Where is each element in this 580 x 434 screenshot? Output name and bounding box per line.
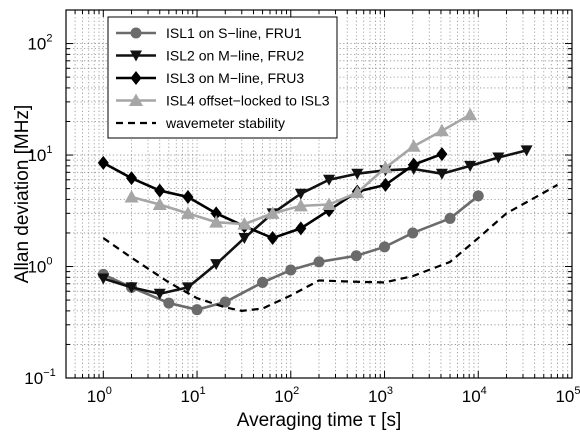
data-point (124, 190, 139, 203)
series-line (102, 183, 559, 312)
data-point (492, 152, 505, 164)
data-point (378, 160, 393, 174)
x-tick-label: 101 (181, 385, 206, 406)
x-axis-label: Averaging time τ [s] (237, 410, 402, 431)
data-point (350, 250, 362, 262)
data-point (313, 256, 325, 268)
x-tick-label: 100 (87, 385, 112, 406)
series-5 (102, 183, 559, 312)
legend-label: ISL4 offset−locked to ISL3 (166, 93, 330, 109)
data-point (180, 206, 195, 219)
data-point (351, 168, 364, 180)
data-point (322, 197, 337, 211)
data-point (444, 212, 456, 224)
legend-label: wavemeter stability (165, 115, 285, 131)
data-point (285, 264, 297, 276)
y-tick-label: 102 (27, 33, 52, 54)
data-point (323, 174, 336, 186)
ticks (65, 9, 573, 379)
legend-entry: ISL2 on M−line, FRU2 (116, 48, 304, 64)
data-point (191, 304, 203, 316)
data-point (209, 215, 224, 228)
y-tick-label: 100 (27, 256, 52, 277)
legend-marker (130, 50, 142, 62)
data-point (210, 206, 222, 221)
series-layer (97, 107, 559, 316)
y-axis-label: Allan deviation [MHz] (12, 105, 33, 283)
legend: ISL1 on S−line, FRU1 ISL2 on M−line, FRU2… (107, 16, 338, 139)
legend-entry: ISL4 offset−locked to ISL3 (116, 93, 330, 109)
data-point (520, 145, 533, 157)
data-point (408, 157, 420, 172)
data-point (97, 155, 109, 170)
legend-label: ISL3 on M−line, FRU3 (166, 70, 304, 86)
series-line (102, 149, 527, 296)
y-tick-labels: 10−1 100 101 102 (24, 33, 55, 388)
data-point (238, 233, 251, 245)
data-point (379, 241, 391, 253)
legend-entry: ISL1 on S−line, FRU1 (116, 25, 302, 41)
data-point (125, 282, 138, 294)
data-point (350, 185, 365, 199)
data-point (163, 297, 175, 309)
data-point (463, 107, 478, 121)
data-point (257, 276, 269, 288)
y-tick-label: 101 (27, 144, 52, 165)
data-point (267, 231, 279, 246)
data-point (294, 188, 307, 200)
legend-marker (129, 93, 143, 106)
data-point (153, 288, 166, 300)
data-point (407, 227, 419, 239)
legend-label: ISL2 on M−line, FRU2 (166, 48, 304, 64)
data-point (219, 296, 231, 308)
y-tick-label: 10−1 (24, 367, 55, 388)
data-point (435, 168, 448, 180)
data-point (181, 282, 194, 294)
data-point (237, 217, 252, 230)
data-point (436, 147, 448, 162)
data-point (293, 198, 308, 212)
data-point (152, 197, 167, 211)
x-tick-label: 102 (274, 385, 299, 406)
data-point (126, 171, 138, 186)
data-point (295, 221, 307, 236)
legend-entry: ISL3 on M−line, FRU3 (116, 70, 304, 86)
data-point (472, 190, 484, 202)
data-point (154, 183, 166, 198)
data-point (406, 139, 421, 152)
data-point (210, 259, 223, 271)
series-4 (124, 107, 478, 230)
x-tick-label: 103 (368, 385, 393, 406)
legend-entry: wavemeter stability (116, 115, 285, 131)
legend-marker (130, 71, 142, 85)
data-point (97, 273, 110, 285)
data-point (379, 177, 391, 192)
x-tick-label: 104 (462, 385, 487, 406)
data-point (265, 206, 280, 219)
data-point (464, 160, 477, 172)
data-point (182, 190, 194, 205)
legend-marker (130, 27, 142, 39)
legend-label: ISL1 on S−line, FRU1 (166, 25, 302, 41)
x-tick-labels: 100 101 102 103 104 105 (87, 385, 580, 406)
x-tick-label: 105 (555, 385, 580, 406)
data-point (434, 123, 449, 137)
